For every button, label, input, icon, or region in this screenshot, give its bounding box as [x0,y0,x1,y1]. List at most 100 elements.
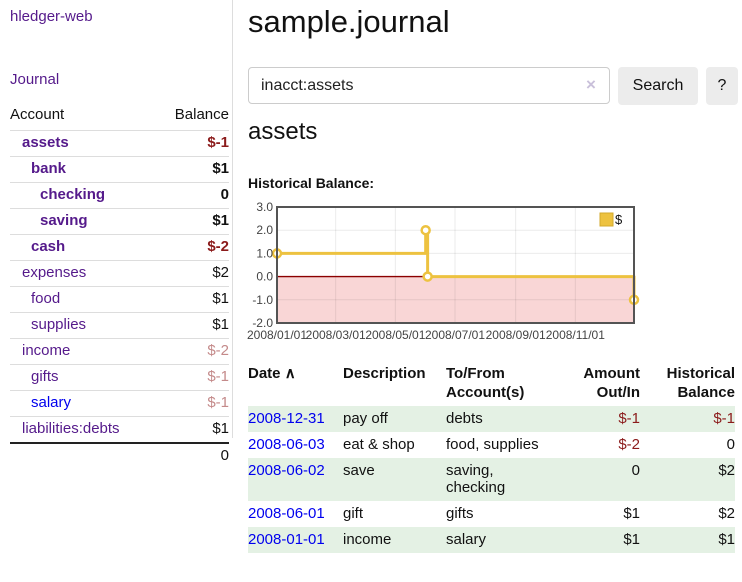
transaction-tofrom: saving, checking [446,458,578,501]
account-link-assets[interactable]: assets [22,134,69,151]
account-balance: $-2 [157,235,230,261]
historical-balance-chart: $3.02.01.00.0-1.0-2.02008/01/012008/03/0… [248,200,648,350]
sort-asc-icon: ∧ [285,365,296,382]
register-header-row: Date ∧ Description To/From Account(s) Am… [248,362,735,406]
account-link-cash[interactable]: cash [31,238,65,255]
account-row: liabilities:debts $1 [10,417,229,444]
register-header-description: Description [343,362,446,406]
register-row: 2008-12-31 pay off debts $-1 $-1 [248,406,735,432]
transaction-balance: $2 [640,458,735,501]
account-row: checking 0 [10,183,229,209]
svg-text:2008/01/01: 2008/01/01 [247,328,307,342]
svg-text:2008/03/01: 2008/03/01 [306,328,366,342]
brand-link[interactable]: hledger-web [10,8,93,25]
transaction-description: eat & shop [343,432,446,458]
account-balance: $-2 [157,339,230,365]
transaction-tofrom: food, supplies [446,432,578,458]
main-content: sample.journal × Search ? assets Histori… [248,0,742,582]
transaction-amount: 0 [578,458,640,501]
account-balance: $1 [157,417,230,444]
account-balance: $-1 [157,365,230,391]
sidebar-item-journal[interactable]: Journal [10,71,59,88]
transaction-balance: $-1 [640,406,735,432]
svg-text:2008/07/01: 2008/07/01 [425,328,485,342]
svg-text:3.0: 3.0 [256,200,273,214]
svg-text:2008/09/01: 2008/09/01 [486,328,546,342]
account-link-checking[interactable]: checking [40,186,105,203]
account-link-bank[interactable]: bank [31,160,66,177]
account-balance: $1 [157,313,230,339]
transaction-description: gift [343,501,446,527]
account-balance: $-1 [157,131,230,157]
transaction-tofrom: gifts [446,501,578,527]
transaction-amount: $-1 [578,406,640,432]
account-row: food $1 [10,287,229,313]
chart-label: Historical Balance: [248,175,374,191]
register-header-amount: Amount Out/In [578,362,640,406]
clear-search-icon[interactable]: × [586,75,596,95]
svg-text:0.0: 0.0 [256,270,273,284]
transaction-date-link[interactable]: 2008-06-03 [248,436,325,453]
account-link-saving[interactable]: saving [40,212,88,229]
transaction-tofrom: debts [446,406,578,432]
account-balance: $2 [157,261,230,287]
accounts-table: Account Balance assets $-1 bank $1 check… [10,100,229,469]
svg-text:$: $ [615,212,623,227]
svg-text:-1.0: -1.0 [252,293,273,307]
transaction-date-link[interactable]: 2008-06-02 [248,462,325,479]
register-row: 2008-06-02 save saving, checking 0 $2 [248,458,735,501]
account-row: salary $-1 [10,391,229,417]
transaction-date-link[interactable]: 2008-12-31 [248,410,325,427]
transaction-description: save [343,458,446,501]
account-row: supplies $1 [10,313,229,339]
transaction-balance: $1 [640,527,735,553]
svg-text:2.0: 2.0 [256,223,273,237]
transaction-date-link[interactable]: 2008-01-01 [248,531,325,548]
register-header-date[interactable]: Date ∧ [248,362,343,406]
page-title: sample.journal [248,4,450,40]
account-link-income[interactable]: income [22,342,70,359]
register-row: 2008-01-01 income salary $1 $1 [248,527,735,553]
account-heading: assets [248,118,317,146]
account-balance: $1 [157,209,230,235]
register-row: 2008-06-03 eat & shop food, supplies $-2… [248,432,735,458]
svg-text:2008/05/01: 2008/05/01 [365,328,425,342]
register-header-balance: Historical Balance [640,362,735,406]
account-link-salary[interactable]: salary [31,394,71,411]
search-input[interactable] [248,67,610,104]
account-balance: $1 [157,287,230,313]
account-row: gifts $-1 [10,365,229,391]
account-link-liabilities-debts[interactable]: liabilities:debts [22,420,120,437]
account-link-food[interactable]: food [31,290,60,307]
account-balance: 0 [157,183,230,209]
svg-text:1.0: 1.0 [256,246,273,260]
account-link-gifts[interactable]: gifts [31,368,59,385]
account-balance: $1 [157,157,230,183]
register-row: 2008-06-01 gift gifts $1 $2 [248,501,735,527]
transaction-balance: $2 [640,501,735,527]
register-header-tofrom: To/From Account(s) [446,362,578,406]
transaction-tofrom: salary [446,527,578,553]
sidebar: hledger-web Journal Account Balance asse… [0,0,233,438]
help-button[interactable]: ? [706,67,738,105]
search-button[interactable]: Search [618,67,698,105]
register-table: Date ∧ Description To/From Account(s) Am… [248,362,735,553]
account-row: income $-2 [10,339,229,365]
accounts-header-row: Account Balance [10,100,229,131]
accounts-total: 0 [157,443,230,469]
account-row: expenses $2 [10,261,229,287]
search-form: × Search ? [248,67,742,105]
account-link-supplies[interactable]: supplies [31,316,86,333]
account-balance: $-1 [157,391,230,417]
account-link-expenses[interactable]: expenses [22,264,86,281]
account-row: saving $1 [10,209,229,235]
transaction-amount: $-2 [578,432,640,458]
transaction-description: income [343,527,446,553]
account-row: assets $-1 [10,131,229,157]
transaction-date-link[interactable]: 2008-06-01 [248,505,325,522]
transaction-amount: $1 [578,527,640,553]
accounts-header-account: Account [10,100,157,131]
transaction-amount: $1 [578,501,640,527]
svg-text:2008/11/01: 2008/11/01 [546,328,605,342]
account-row: cash $-2 [10,235,229,261]
